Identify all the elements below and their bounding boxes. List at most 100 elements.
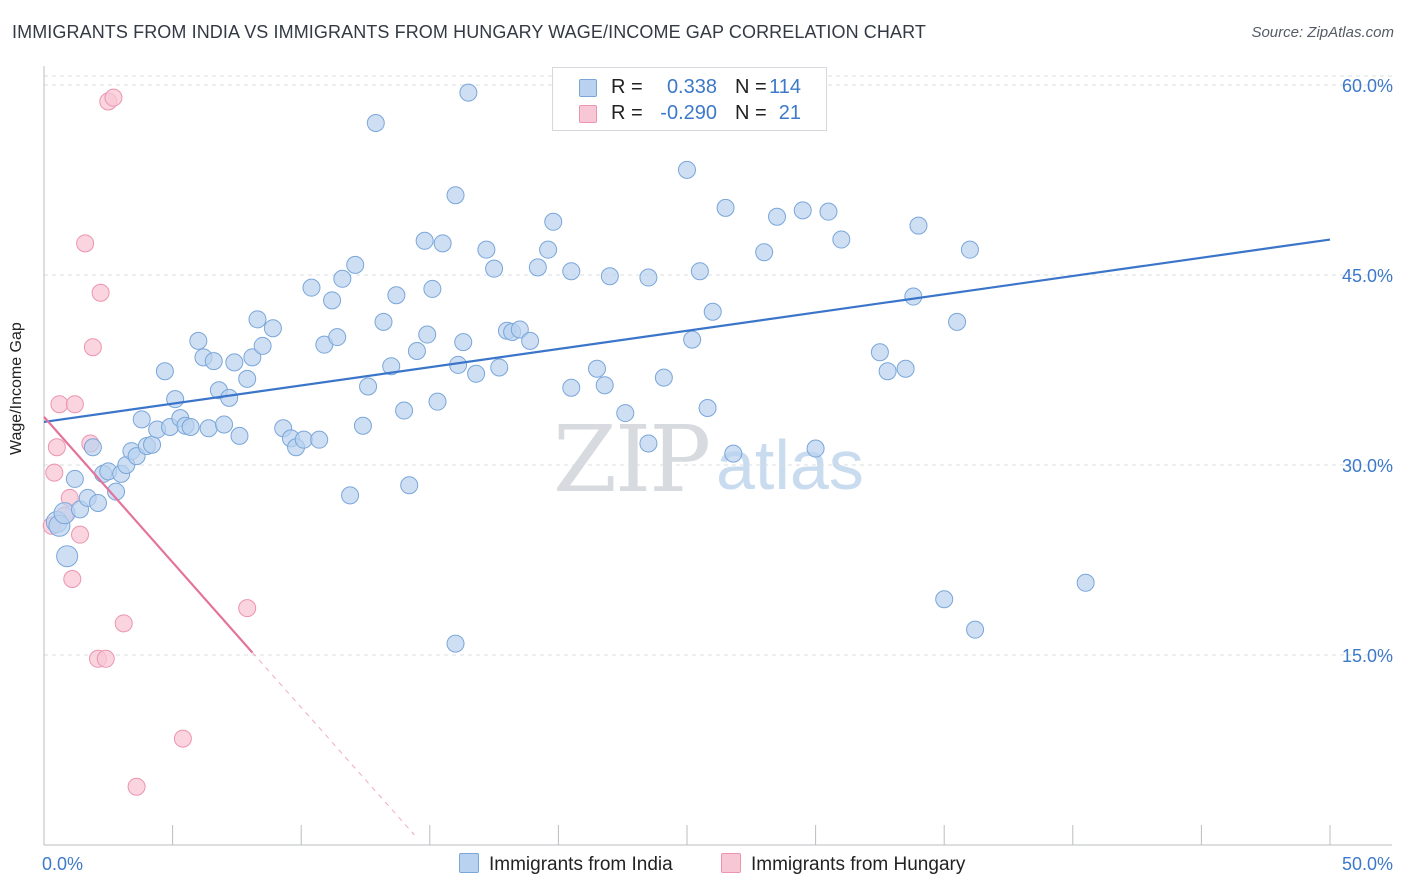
india-point	[248, 310, 267, 329]
hungary-point	[104, 88, 123, 107]
india-swatch	[579, 79, 597, 97]
india-point	[544, 212, 563, 231]
india-point	[966, 620, 985, 639]
india-point	[428, 392, 447, 411]
hungary-point	[65, 395, 84, 414]
india-point	[683, 330, 702, 349]
hungary-r-label: R =	[611, 102, 643, 124]
india-point	[716, 198, 735, 217]
watermark-zip: ZIP	[553, 406, 711, 513]
india-point	[521, 331, 540, 350]
india-point	[374, 312, 393, 331]
india-point	[600, 267, 619, 286]
india-point	[595, 376, 614, 395]
axes	[43, 66, 1392, 846]
hungary-point	[83, 338, 102, 357]
india-point	[948, 312, 967, 331]
source-label: Source: ZipAtlas.com	[1251, 24, 1394, 41]
india-point	[238, 369, 257, 388]
india-point	[415, 231, 434, 250]
y-tick-label: 60.0%	[1342, 76, 1393, 96]
india-point	[878, 362, 897, 381]
hungary-swatch	[579, 105, 597, 123]
india-point	[904, 287, 923, 306]
india-point	[616, 404, 635, 423]
india-point	[387, 286, 406, 305]
india-points	[45, 83, 1095, 653]
hungary-point	[114, 614, 133, 633]
hungary-point	[71, 525, 90, 544]
india-point	[310, 430, 329, 449]
india-r-value: 0.338	[666, 76, 717, 98]
hungary-point	[76, 234, 95, 253]
india-point	[819, 202, 838, 221]
india-point	[253, 336, 272, 355]
x-tick-label: 50.0%	[1342, 854, 1393, 874]
india-point	[477, 240, 496, 259]
india-point	[1076, 573, 1095, 592]
india-n-value: 114	[769, 76, 801, 98]
india-point	[323, 291, 342, 310]
india-point	[395, 401, 414, 420]
india-point	[143, 435, 162, 454]
hungary-point	[173, 729, 192, 748]
hungary-trend-line	[43, 416, 254, 654]
india-point	[107, 482, 126, 501]
india-point	[446, 186, 465, 205]
india-point	[181, 418, 200, 436]
india-point	[678, 160, 696, 179]
india-point	[423, 279, 442, 298]
india-point	[302, 278, 321, 297]
hungary-legend-swatch	[721, 853, 741, 873]
india-point	[755, 243, 774, 262]
legend-item-hungary: Immigrants from Hungary	[721, 853, 965, 876]
hungary-point	[127, 777, 146, 796]
y-axis-label: Wage/Income Gap	[8, 322, 25, 455]
hungary-point	[91, 283, 110, 302]
india-point	[230, 426, 249, 445]
india-r-label: R =	[611, 76, 643, 98]
hungary-point	[50, 395, 69, 414]
correlation-legend: R = 0.338 N = 114 R = -0.290 N = 21	[552, 67, 827, 131]
india-point	[490, 358, 509, 377]
india-point	[690, 262, 709, 281]
india-n-label: N =	[735, 76, 767, 98]
chart-title: IMMIGRANTS FROM INDIA VS IMMIGRANTS FROM…	[12, 22, 926, 42]
india-point	[832, 230, 851, 249]
hungary-point	[47, 438, 66, 457]
india-point	[400, 476, 419, 495]
india-point	[446, 634, 465, 653]
india-point	[220, 388, 239, 407]
india-point	[204, 352, 223, 371]
hungary-r-value: -0.290	[660, 102, 717, 124]
india-point	[793, 201, 812, 220]
india-point	[562, 262, 581, 281]
india-point	[539, 240, 558, 259]
india-point	[703, 302, 722, 321]
india-point	[870, 343, 889, 362]
india-point	[639, 268, 658, 287]
india-point	[654, 368, 673, 387]
india-point	[510, 320, 529, 339]
india-point	[909, 216, 928, 235]
hungary-point	[238, 599, 257, 618]
india-legend-swatch	[459, 853, 479, 873]
india-point	[407, 342, 426, 360]
india-point	[65, 469, 84, 488]
india-point	[56, 545, 79, 568]
india-point	[433, 234, 452, 253]
india-point	[359, 377, 378, 396]
hungary-n-label: N =	[735, 102, 767, 124]
india-point	[263, 319, 282, 338]
india-legend-label: Immigrants from India	[489, 854, 673, 875]
india-point	[528, 258, 547, 277]
x-tick-label: 0.0%	[42, 854, 83, 874]
india-point	[724, 444, 743, 463]
india-point	[459, 83, 478, 102]
hungary-point	[96, 649, 115, 668]
hungary-legend-label: Immigrants from Hungary	[751, 854, 966, 875]
y-tick-label: 30.0%	[1342, 456, 1393, 476]
india-point	[485, 259, 504, 278]
india-point	[189, 331, 208, 350]
